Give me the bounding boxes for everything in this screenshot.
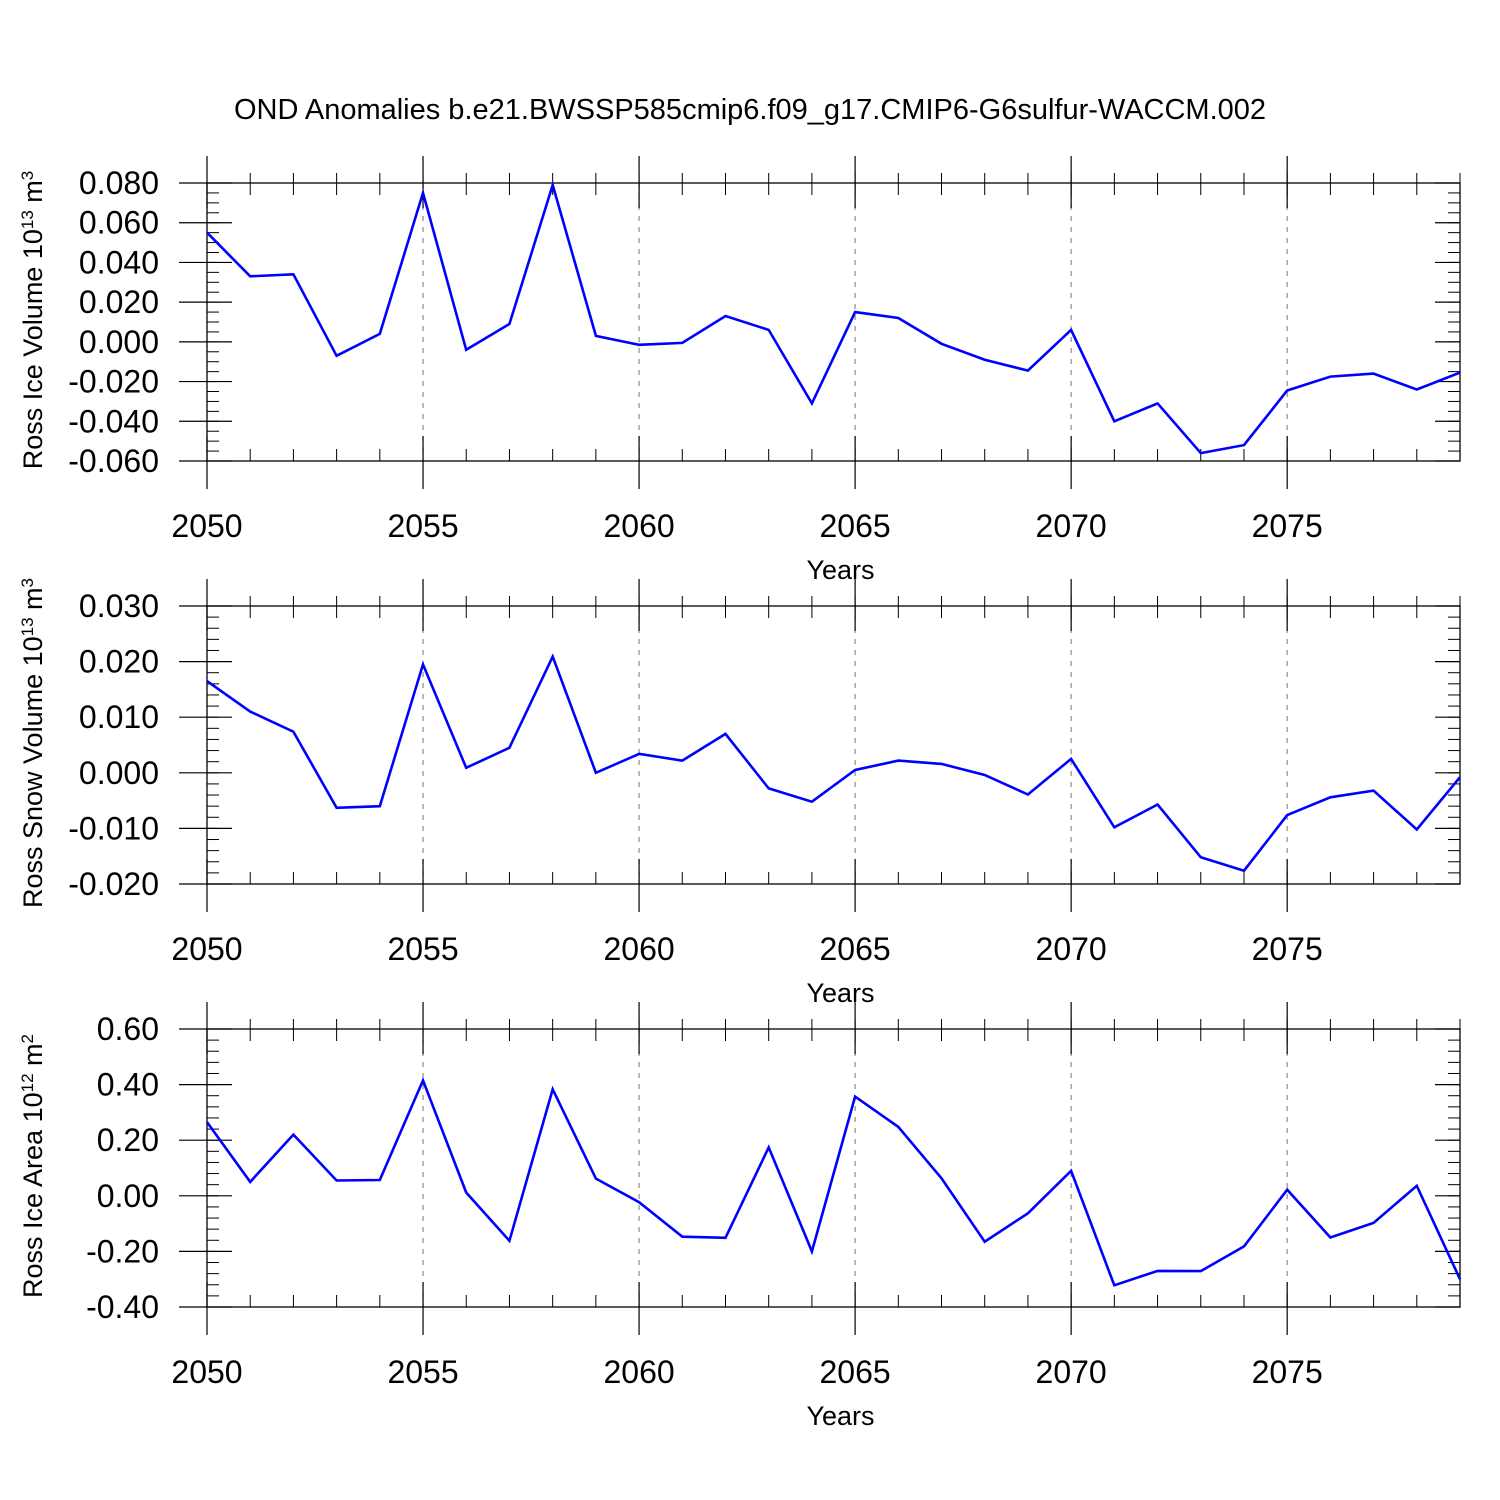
x-tick-label: 2065 xyxy=(820,931,891,967)
x-tick-label: 2060 xyxy=(603,508,674,544)
y-axis-label: Ross Snow Volume 1013 m3 xyxy=(18,578,49,908)
y-label-unit: m xyxy=(18,180,48,210)
x-tick-label: 2075 xyxy=(1252,1354,1323,1390)
y-tick-label: 0.00 xyxy=(97,1178,159,1214)
x-tick-label: 2060 xyxy=(603,1354,674,1390)
y-label-base: Ross Snow Volume 10 xyxy=(18,636,48,908)
y-tick-label: 0.20 xyxy=(97,1122,159,1158)
x-tick-label: 2055 xyxy=(387,508,458,544)
x-tick-label: 2070 xyxy=(1036,1354,1107,1390)
x-tick-label: 2075 xyxy=(1252,931,1323,967)
y-label-base: Ross Ice Volume 10 xyxy=(18,229,48,469)
figure-title: OND Anomalies b.e21.BWSSP585cmip6.f09_g1… xyxy=(234,94,1266,126)
y-axis-label: Ross Ice Area 1012 m2 xyxy=(18,1034,49,1298)
x-tick-label: 2070 xyxy=(1036,508,1107,544)
series-line xyxy=(206,653,1462,873)
y-tick-label: 0.060 xyxy=(79,205,159,241)
y-label-exponent: 12 xyxy=(18,1073,37,1092)
x-axis-label: Years xyxy=(806,555,874,585)
panels: -0.060-0.040-0.0200.0000.0200.0400.0600.… xyxy=(18,156,1462,1431)
x-tick-label: 2055 xyxy=(387,931,458,967)
y-label-unit-exponent: 3 xyxy=(18,171,37,180)
plot-frame xyxy=(206,1028,1461,1308)
y-tick-label: -0.060 xyxy=(68,443,159,479)
x-tick-label: 2065 xyxy=(820,508,891,544)
y-tick-label: 0.60 xyxy=(97,1011,159,1047)
x-tick-label: 2055 xyxy=(387,1354,458,1390)
y-tick-label: 0.080 xyxy=(79,165,159,201)
x-tick-label: 2070 xyxy=(1036,931,1107,967)
x-tick-label: 2060 xyxy=(603,931,674,967)
panel-3: -0.40 -0.20 0.00 0.20 0.40 0.60 2050 2055 2060 20… xyxy=(18,1002,1462,1431)
series-line xyxy=(205,1076,1462,1287)
y-tick-label: 0.030 xyxy=(79,588,159,624)
y-tick-label: 0.040 xyxy=(79,244,159,280)
y-tick-label: 0.020 xyxy=(79,644,159,680)
plot-frame xyxy=(206,605,1461,885)
y-label-exponent: 13 xyxy=(18,210,37,229)
y-label-unit: m xyxy=(18,1043,48,1073)
x-tick-label: 2050 xyxy=(171,508,242,544)
x-axis-label: Years xyxy=(806,1401,874,1431)
y-tick-label: 0.40 xyxy=(97,1067,159,1103)
y-label-unit-exponent: 2 xyxy=(18,1034,37,1043)
y-tick-label: -0.020 xyxy=(68,866,159,902)
series-line xyxy=(206,180,1461,455)
y-axis-label: Ross Ice Volume 1013 m3 xyxy=(18,171,49,470)
y-tick-label: 0.020 xyxy=(79,284,159,320)
y-label-unit-exponent: 3 xyxy=(18,578,37,587)
x-tick-label: 2065 xyxy=(820,1354,891,1390)
y-tick-label: 0.000 xyxy=(79,755,159,791)
y-tick-label: -0.010 xyxy=(68,810,159,846)
x-tick-label: 2050 xyxy=(171,931,242,967)
plot-frame xyxy=(206,182,1461,462)
y-label-base: Ross Ice Area 10 xyxy=(18,1092,48,1298)
x-tick-label: 2050 xyxy=(171,1354,242,1390)
y-tick-label: -0.020 xyxy=(68,364,159,400)
x-tick-label: 2075 xyxy=(1252,508,1323,544)
x-axis-label: Years xyxy=(806,978,874,1008)
y-tick-label: 0.010 xyxy=(79,699,159,735)
y-label-unit: m xyxy=(18,587,48,617)
y-tick-label: -0.20 xyxy=(86,1233,159,1269)
y-tick-label: 0.000 xyxy=(79,324,159,360)
y-tick-label: -0.040 xyxy=(68,403,159,439)
y-tick-label: -0.40 xyxy=(86,1289,159,1325)
panel-2: -0.020 -0.010 0.000 0.010 0.020 0.030 2050 2055… xyxy=(18,578,1462,1008)
y-label-exponent: 13 xyxy=(18,617,37,636)
